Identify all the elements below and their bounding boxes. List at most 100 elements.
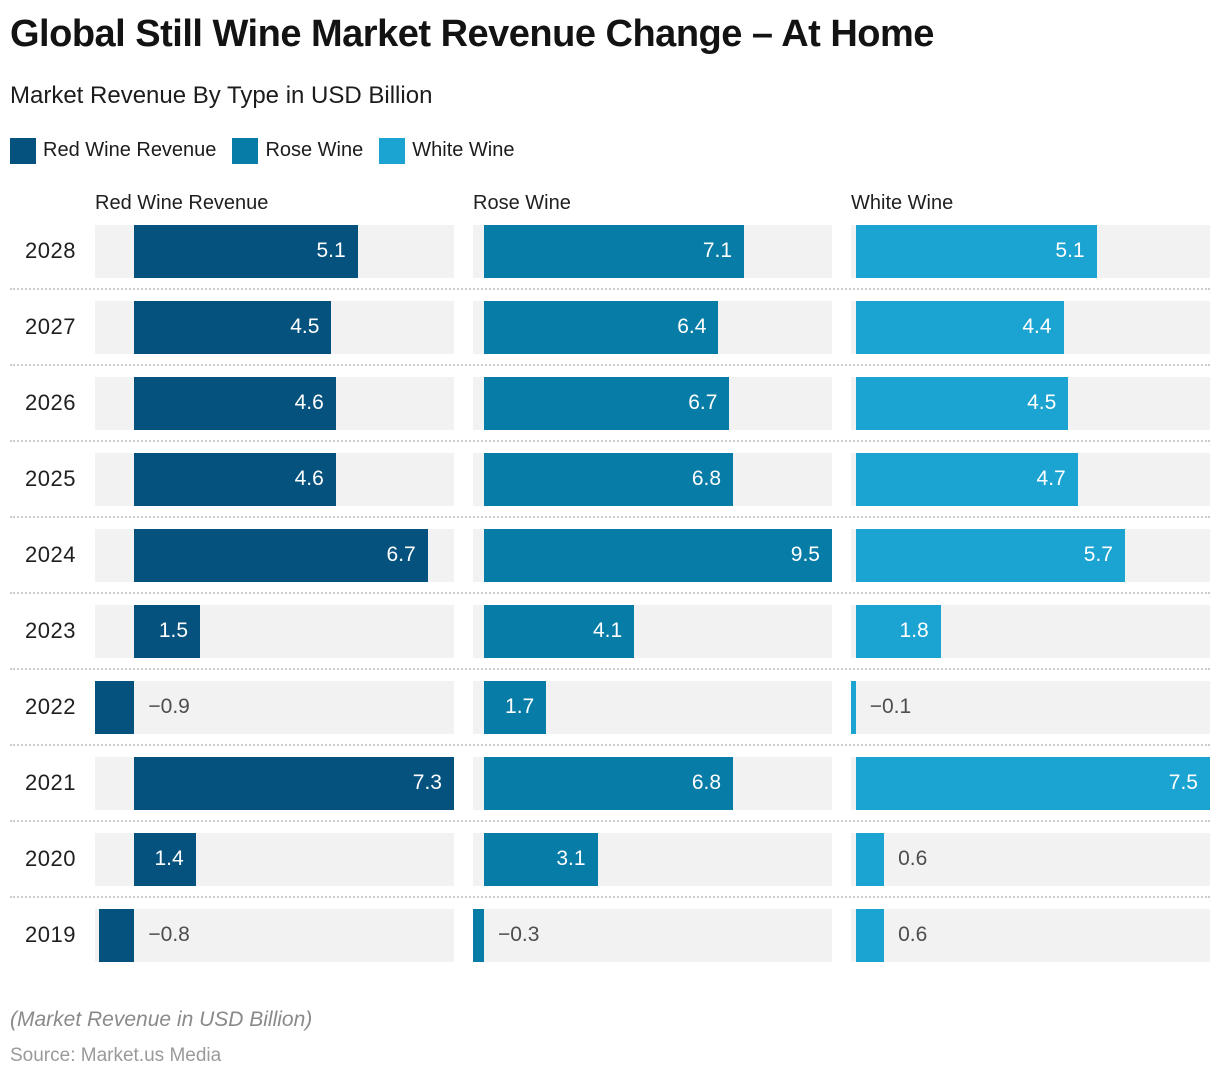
- bar-track-white-wine: 4.4: [851, 300, 1210, 354]
- bar-value-label: 6.8: [691, 771, 722, 795]
- year-label: 2024: [25, 542, 76, 568]
- bar-track-red-wine-revenue: 6.7: [95, 528, 454, 582]
- bar-track-red-wine-revenue: 4.5: [95, 300, 454, 354]
- bar-track-rose-wine: 6.4: [473, 300, 832, 354]
- bar-track-red-wine-revenue: 1.5: [95, 604, 454, 658]
- column-headers: Red Wine Revenue Rose Wine White Wine: [10, 192, 1210, 215]
- year-label: 2023: [25, 618, 76, 644]
- legend: Red Wine Revenue Rose Wine White Wine: [10, 137, 1210, 164]
- bar-track-white-wine: 0.6: [851, 908, 1210, 962]
- bar-white-wine: 5.7: [855, 528, 1125, 582]
- row-separator: [10, 667, 1210, 670]
- legend-label-red-wine: Red Wine Revenue: [43, 139, 217, 162]
- year-label: 2028: [25, 238, 76, 264]
- legend-item-rose-wine: Rose Wine: [232, 137, 364, 164]
- bar-track-red-wine-revenue: 5.1: [95, 224, 454, 278]
- bar-value-label: 9.5: [790, 543, 820, 567]
- column-header-red-wine: Red Wine Revenue: [95, 191, 269, 214]
- bar-value-label: 4.7: [1036, 467, 1066, 491]
- row-separator: [10, 819, 1210, 822]
- chart-row-2021: 2021 7.3 6.8 7.5: [10, 756, 1210, 810]
- year-label: 2026: [25, 390, 76, 416]
- bar-rose-wine: 7.1: [483, 224, 745, 278]
- year-label: 2019: [25, 922, 76, 948]
- chart-row-2027: 2027 4.5 6.4 4.4: [10, 300, 1210, 354]
- bar-white-wine: 4.5: [855, 376, 1069, 430]
- bar-value-label: 3.1: [556, 847, 586, 871]
- chart-title: Global Still Wine Market Revenue Change …: [10, 13, 934, 55]
- chart-row-2019: 2019 −0.8 −0.3 0.6: [10, 908, 1210, 962]
- bar-red-wine-revenue: 1.5: [134, 604, 201, 658]
- bar-value-label: 1.5: [158, 619, 189, 643]
- bar-track-rose-wine: 6.8: [473, 756, 832, 810]
- bar-value-label: 0.6: [898, 847, 928, 871]
- legend-swatch-white-wine: [379, 137, 406, 164]
- legend-label-rose-wine: Rose Wine: [265, 139, 364, 162]
- bar-rose-wine: 9.5: [483, 528, 832, 582]
- legend-item-white-wine: White Wine: [379, 137, 515, 164]
- chart-row-2026: 2026 4.6 6.7 4.5: [10, 376, 1210, 430]
- bar-value-label: 5.1: [1055, 239, 1085, 263]
- chart-row-2023: 2023 1.5 4.1 1.8: [10, 604, 1210, 658]
- bar-value-label: 4.6: [294, 391, 324, 415]
- legend-label-white-wine: White Wine: [412, 139, 515, 162]
- year-label: 2022: [25, 694, 76, 720]
- bar-value-label: −0.8: [148, 923, 190, 947]
- chart-row-2020: 2020 1.4 3.1 0.6: [10, 832, 1210, 886]
- bar-white-wine: 5.1: [855, 224, 1097, 278]
- bar-track-red-wine-revenue: −0.9: [95, 680, 454, 734]
- bar-value-label: 1.7: [505, 695, 535, 719]
- bar-track-red-wine-revenue: 7.3: [95, 756, 454, 810]
- bar-red-wine-revenue: 7.3: [134, 756, 454, 810]
- bar-rose-wine: 6.8: [483, 756, 734, 810]
- bar-track-red-wine-revenue: 4.6: [95, 452, 454, 506]
- bar-value-label: −0.3: [497, 923, 540, 947]
- bar-rose-wine: 6.8: [483, 452, 734, 506]
- bar-track-rose-wine: −0.3: [473, 908, 832, 962]
- bar-track-rose-wine: 4.1: [473, 604, 832, 658]
- bar-value-label: 7.1: [702, 239, 733, 263]
- bar-track-white-wine: 0.6: [851, 832, 1210, 886]
- legend-swatch-red-wine: [10, 137, 36, 164]
- bar-red-wine-revenue: 5.1: [134, 224, 358, 278]
- bar-track-white-wine: 1.8: [851, 604, 1210, 658]
- chart-row-2025: 2025 4.6 6.8 4.7: [10, 452, 1210, 506]
- footnote: (Market Revenue in USD Billion): [10, 1007, 313, 1031]
- bar-white-wine: 7.5: [855, 756, 1210, 810]
- legend-item-red-wine: Red Wine Revenue: [10, 137, 217, 164]
- year-label: 2020: [25, 846, 76, 872]
- bar-rose-wine: 6.4: [483, 300, 719, 354]
- chart-row-2022: 2022 −0.9 1.7 −0.1: [10, 680, 1210, 734]
- bar-track-rose-wine: 7.1: [473, 224, 832, 278]
- bar-white-wine: 4.7: [855, 452, 1078, 506]
- bar-red-wine-revenue: 4.6: [134, 376, 336, 430]
- year-label: 2027: [25, 314, 76, 340]
- bar-track-white-wine: −0.1: [851, 680, 1210, 734]
- bar-white-wine: [851, 680, 856, 734]
- chart-rows: 2028 5.1 7.1 5.1 2027 4.5 6.4 4.4 2026 4.6 6.7 4.5 2…: [10, 224, 1210, 962]
- bar-white-wine: [855, 908, 885, 962]
- row-separator: [10, 287, 1210, 290]
- bar-rose-wine: 6.7: [483, 376, 730, 430]
- bar-value-label: 4.5: [1027, 391, 1057, 415]
- bar-value-label: 6.7: [688, 391, 718, 415]
- bar-red-wine-revenue: 4.6: [134, 452, 336, 506]
- row-separator: [10, 363, 1210, 366]
- bar-track-white-wine: 4.5: [851, 376, 1210, 430]
- row-separator: [10, 515, 1210, 518]
- bar-value-label: 4.4: [1022, 315, 1052, 339]
- bar-white-wine: 4.4: [855, 300, 1064, 354]
- bar-track-white-wine: 4.7: [851, 452, 1210, 506]
- bar-track-red-wine-revenue: 1.4: [95, 832, 454, 886]
- row-separator: [10, 895, 1210, 898]
- chart-row-2024: 2024 6.7 9.5 5.7: [10, 528, 1210, 582]
- bar-rose-wine: 1.7: [483, 680, 547, 734]
- bar-value-label: 4.1: [592, 619, 623, 643]
- chart-subtitle: Market Revenue By Type in USD Billion: [10, 81, 433, 109]
- bar-rose-wine: 4.1: [483, 604, 635, 658]
- bar-track-rose-wine: 3.1: [473, 832, 832, 886]
- bar-value-label: 1.4: [154, 847, 184, 871]
- bar-track-rose-wine: 6.7: [473, 376, 832, 430]
- bar-value-label: 7.5: [1168, 771, 1198, 795]
- bar-white-wine: 1.8: [855, 604, 941, 658]
